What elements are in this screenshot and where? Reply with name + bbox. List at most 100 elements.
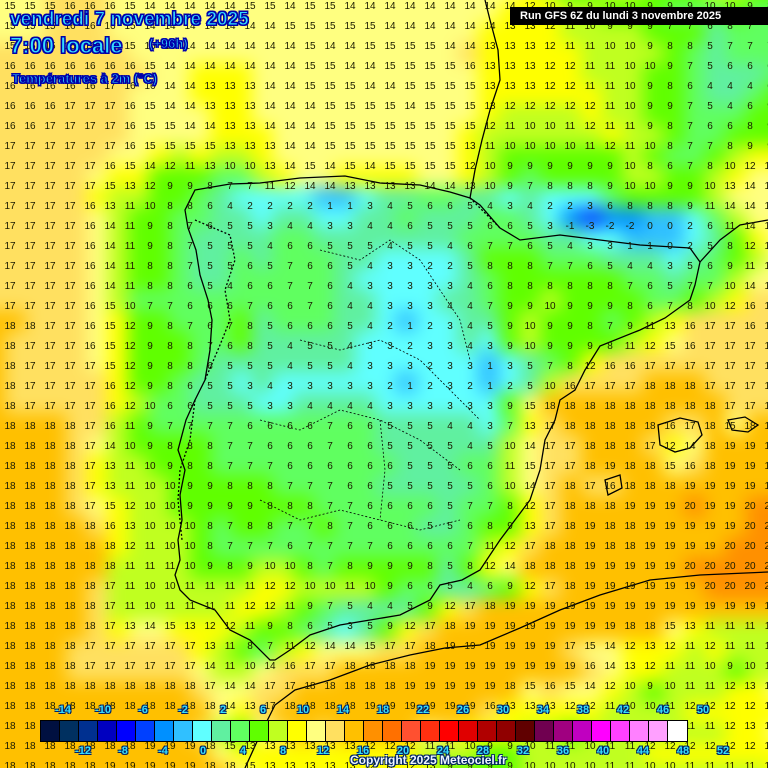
temperature-value: 7 (727, 41, 733, 52)
temperature-value: 18 (644, 421, 656, 432)
legend-label-bottom: -12 (75, 745, 91, 757)
temperature-value: 9 (607, 181, 613, 192)
temperature-value: 11 (604, 121, 616, 132)
temperature-value: 12 (244, 601, 256, 612)
temperature-value: 6 (207, 321, 213, 332)
temperature-value: 9 (167, 461, 173, 472)
temperature-value: 14 (144, 21, 156, 32)
temperature-value: 18 (664, 481, 676, 492)
temperature-value: 18 (604, 521, 616, 532)
temperature-value: 13 (504, 81, 516, 92)
temperature-value: 18 (44, 561, 56, 572)
temperature-value: 11 (664, 661, 676, 672)
temperature-value: 12 (124, 381, 136, 392)
temperature-value: 5 (427, 481, 433, 492)
temperature-value: 16 (84, 321, 96, 332)
temperature-value: 5 (407, 601, 413, 612)
temperature-value: 18 (584, 461, 596, 472)
temperature-value: 4 (387, 241, 393, 252)
temperature-value: 5 (427, 521, 433, 532)
temperature-value: 19 (724, 481, 736, 492)
temperature-value: 14 (744, 281, 756, 292)
temperature-value: -1 (565, 221, 575, 232)
temperature-value: 17 (24, 241, 36, 252)
temperature-value: 17 (544, 481, 556, 492)
temperature-value: 12 (544, 81, 556, 92)
temperature-value: 17 (64, 241, 76, 252)
temperature-value: 18 (24, 601, 36, 612)
temperature-value: 6 (227, 301, 233, 312)
temperature-value: 9 (561, 2, 579, 12)
temperature-value: 16 (764, 301, 768, 312)
temperature-value: 13 (284, 741, 296, 752)
temperature-value: 14 (464, 41, 476, 52)
temperature-value: 2 (567, 201, 573, 212)
temperature-value: 15 (324, 21, 336, 32)
temperature-value: 5 (407, 481, 413, 492)
temperature-value: 9 (427, 601, 433, 612)
temperature-value: 15 (444, 121, 456, 132)
temperature-value: 17 (424, 621, 436, 632)
temperature-value: 9 (627, 21, 633, 32)
temperature-value: 16 (24, 61, 36, 72)
temperature-value: 19 (684, 581, 696, 592)
legend-swatch (478, 721, 497, 741)
temperature-value: 8 (327, 521, 333, 532)
temperature-value: 17 (724, 341, 736, 352)
temperature-value: 17 (84, 181, 96, 192)
temperature-value: 18 (84, 761, 96, 768)
temperature-value: 18 (4, 441, 16, 452)
temperature-value: 6 (267, 301, 273, 312)
legend-swatch (269, 721, 288, 741)
temperature-value: 12 (504, 101, 516, 112)
temperature-value: 12 (364, 741, 376, 752)
temperature-value: 5 (427, 221, 433, 232)
coastline-iberia (174, 175, 701, 661)
temperature-value: 14 (404, 101, 416, 112)
temperature-value: 19 (704, 481, 716, 492)
temperature-value: 12 (704, 701, 716, 712)
temperature-value: 10 (144, 481, 156, 492)
temperature-value: 18 (84, 681, 96, 692)
temperature-value: 17 (564, 461, 576, 472)
temperature-value: 9 (587, 301, 593, 312)
temperature-value: 3 (387, 281, 393, 292)
temperature-value: 14 (184, 121, 196, 132)
temperature-value: 13 (104, 481, 116, 492)
temperature-value: 5 (327, 341, 333, 352)
temperature-value: 14 (424, 181, 436, 192)
temperature-value: 18 (44, 601, 56, 612)
temperature-value: 17 (124, 661, 136, 672)
legend-swatch (60, 721, 79, 741)
temperature-value: 18 (644, 401, 656, 412)
temperature-value: 7 (327, 541, 333, 552)
temperature-value: 18 (44, 761, 56, 768)
temperature-value: 10 (624, 61, 636, 72)
temperature-value: 9 (167, 181, 173, 192)
temperature-value: 15 (424, 41, 436, 52)
temperature-value: 9 (567, 341, 573, 352)
temperature-value: 14 (104, 221, 116, 232)
temperature-value: 3 (347, 221, 353, 232)
temperature-value: 3 (407, 281, 413, 292)
temperature-value: 17 (24, 301, 36, 312)
temperature-value: 12 (224, 621, 236, 632)
temperature-value: 8 (727, 21, 733, 32)
temperature-value: 7 (507, 241, 513, 252)
temperature-value: 6 (367, 441, 373, 452)
temperature-value: 14 (444, 181, 456, 192)
temperature-value: 5 (247, 221, 253, 232)
temperature-value: 8 (647, 161, 653, 172)
temperature-value: 7 (347, 521, 353, 532)
temperature-value: 9 (587, 341, 593, 352)
temperature-value: 9 (527, 161, 533, 172)
temperature-value: 4 (447, 241, 453, 252)
temperature-value: 18 (584, 441, 596, 452)
temperature-value: 14 (264, 21, 276, 32)
temperature-value: 6 (707, 121, 713, 132)
temperature-value: 14 (264, 61, 276, 72)
temperature-value: 11 (724, 621, 736, 632)
variable-label: Températures à 2m (°C) (11, 71, 158, 87)
legend-label-bottom: 28 (476, 745, 490, 757)
temperature-value: 15 (324, 61, 336, 72)
